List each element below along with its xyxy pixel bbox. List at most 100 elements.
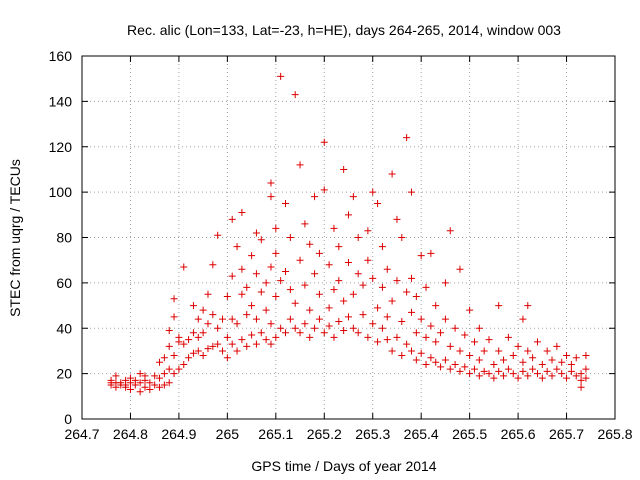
data-point bbox=[558, 358, 566, 366]
data-point bbox=[470, 365, 478, 373]
data-point bbox=[233, 243, 241, 251]
data-point bbox=[524, 372, 532, 380]
data-point bbox=[325, 322, 333, 330]
y-tick-label: 40 bbox=[56, 320, 72, 336]
data-point bbox=[194, 347, 202, 355]
data-point bbox=[325, 261, 333, 269]
data-point bbox=[407, 347, 415, 355]
data-point bbox=[437, 363, 445, 371]
data-point bbox=[524, 302, 532, 310]
data-point bbox=[301, 220, 309, 228]
data-point bbox=[441, 315, 449, 323]
data-point bbox=[543, 347, 551, 355]
data-point bbox=[514, 374, 522, 382]
data-point bbox=[228, 272, 236, 280]
data-point bbox=[311, 270, 319, 278]
data-point bbox=[189, 302, 197, 310]
data-point bbox=[374, 304, 382, 312]
data-point bbox=[466, 370, 474, 378]
data-point bbox=[490, 374, 498, 382]
data-point bbox=[233, 347, 241, 355]
x-tick-label: 265.8 bbox=[597, 426, 632, 442]
data-point bbox=[267, 320, 275, 328]
data-point bbox=[417, 349, 425, 357]
data-point bbox=[272, 224, 280, 232]
data-point bbox=[563, 374, 571, 382]
data-point bbox=[262, 279, 270, 287]
data-point bbox=[582, 374, 590, 382]
data-point bbox=[407, 308, 415, 316]
x-tick-label: 265.4 bbox=[404, 426, 439, 442]
data-point bbox=[563, 351, 571, 359]
data-point bbox=[267, 263, 275, 271]
data-point bbox=[252, 315, 260, 323]
data-point bbox=[529, 365, 537, 373]
x-tick-label: 264.7 bbox=[64, 426, 99, 442]
data-point bbox=[572, 372, 580, 380]
data-point bbox=[257, 329, 265, 337]
data-point bbox=[475, 356, 483, 364]
data-point bbox=[500, 372, 508, 380]
data-point bbox=[354, 270, 362, 278]
data-point bbox=[461, 363, 469, 371]
data-point bbox=[291, 324, 299, 332]
data-point bbox=[485, 336, 493, 344]
data-point bbox=[374, 199, 382, 207]
y-tick-label: 80 bbox=[56, 230, 72, 246]
data-point bbox=[403, 340, 411, 348]
data-point bbox=[466, 306, 474, 314]
data-point bbox=[301, 281, 309, 289]
data-point bbox=[519, 358, 527, 366]
data-point bbox=[170, 351, 178, 359]
data-point bbox=[248, 252, 256, 260]
data-point bbox=[398, 234, 406, 241]
data-point bbox=[456, 265, 464, 273]
data-point bbox=[432, 338, 440, 346]
data-point bbox=[219, 315, 227, 323]
data-point bbox=[398, 351, 406, 359]
data-point bbox=[393, 333, 401, 341]
data-point bbox=[146, 379, 154, 387]
data-point bbox=[374, 338, 382, 346]
data-point bbox=[243, 311, 251, 319]
data-point bbox=[519, 367, 527, 375]
chart-title: Rec. alic (Lon=133, Lat=-23, h=HE), days… bbox=[127, 22, 561, 38]
data-point bbox=[412, 329, 420, 337]
data-point bbox=[393, 277, 401, 285]
data-point bbox=[567, 361, 575, 369]
y-axis-ticks: 0 20 40 60 80 100 120 140 160 bbox=[49, 48, 615, 427]
data-point bbox=[180, 340, 188, 348]
data-point bbox=[238, 265, 246, 273]
data-point bbox=[117, 379, 125, 387]
data-point bbox=[204, 320, 212, 328]
data-point bbox=[320, 329, 328, 337]
data-point bbox=[170, 295, 178, 303]
data-point bbox=[238, 209, 246, 217]
data-point bbox=[427, 322, 435, 330]
data-point bbox=[209, 342, 217, 350]
data-point bbox=[272, 249, 280, 257]
data-point bbox=[504, 333, 512, 341]
data-point bbox=[349, 290, 357, 298]
data-point bbox=[296, 329, 304, 337]
data-point bbox=[223, 333, 231, 341]
x-tick-label: 265.3 bbox=[355, 426, 390, 442]
data-point bbox=[315, 290, 323, 298]
data-point bbox=[340, 297, 348, 305]
data-point bbox=[403, 288, 411, 296]
data-point bbox=[185, 336, 193, 344]
data-point bbox=[451, 324, 459, 332]
data-point bbox=[514, 342, 522, 350]
data-point bbox=[456, 347, 464, 355]
data-point bbox=[345, 258, 352, 266]
data-point bbox=[194, 315, 202, 323]
grid-lines bbox=[82, 56, 615, 419]
data-point bbox=[553, 365, 561, 373]
data-point bbox=[548, 372, 556, 380]
data-point bbox=[136, 370, 144, 378]
data-point bbox=[349, 193, 357, 201]
y-axis-title: STEC from uqrg / TECUs bbox=[7, 159, 23, 317]
data-point bbox=[393, 215, 401, 223]
data-point bbox=[427, 249, 435, 257]
